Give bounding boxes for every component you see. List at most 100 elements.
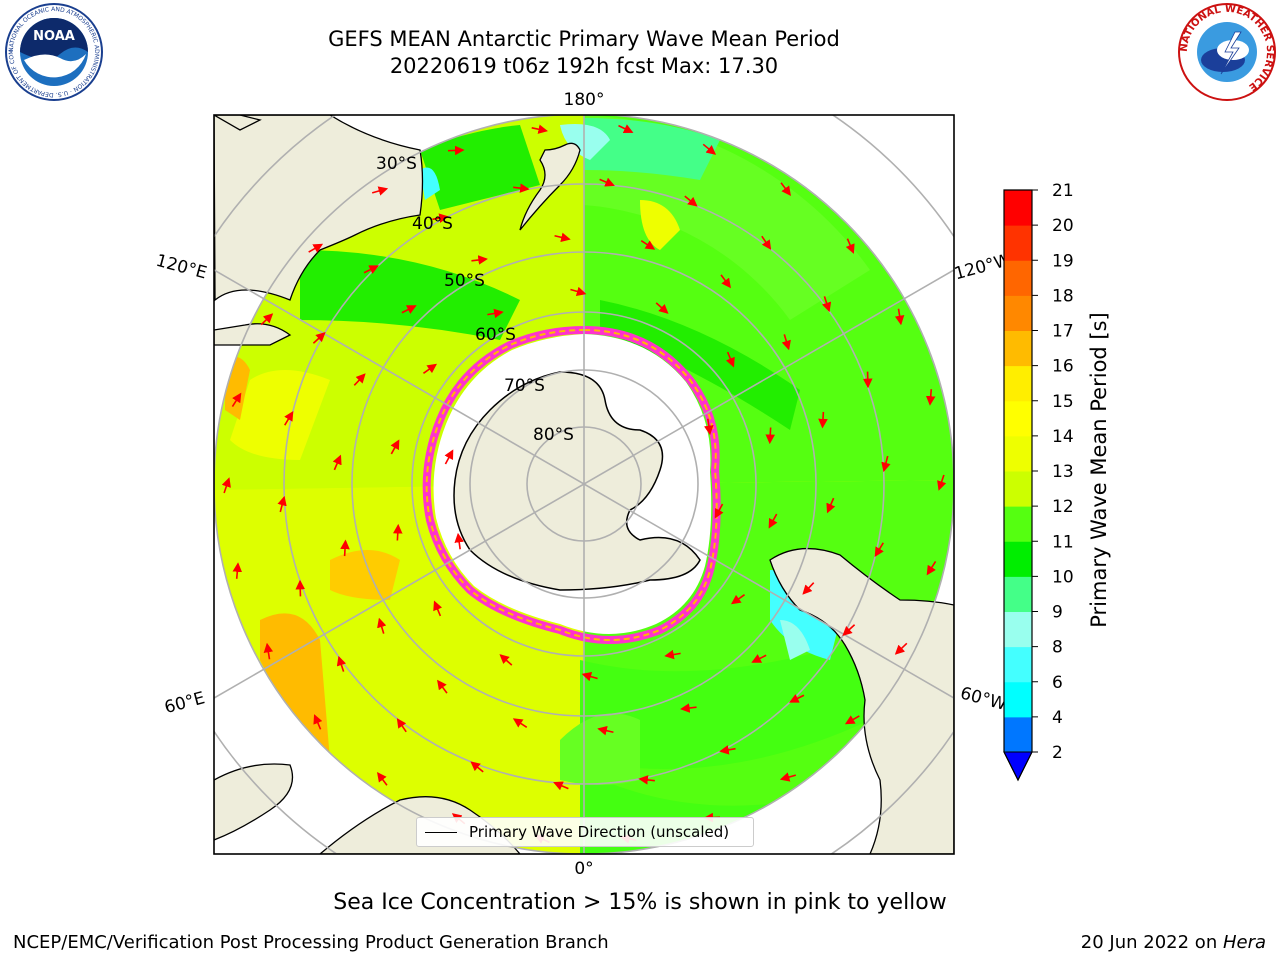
map-legend: Primary Wave Direction (unscaled)	[416, 817, 754, 847]
noaa-logo-text: NOAA	[33, 29, 75, 44]
map-frame	[213, 114, 955, 855]
wave-arrow	[702, 143, 717, 155]
colorbar-extend-triangle	[1003, 751, 1033, 782]
wave-arrow	[781, 334, 791, 351]
nws-logo: NATIONAL WEATHER SERVICE	[1178, 3, 1276, 101]
colorbar-tick-label: 18	[1052, 286, 1074, 306]
wave-arrow	[308, 243, 324, 253]
wave-arrow	[714, 503, 724, 519]
colorbar-tick-label: 16	[1052, 357, 1074, 377]
wave-arrow	[313, 714, 323, 730]
wave-arrow	[377, 617, 387, 634]
wave-arrow	[826, 497, 836, 514]
wave-arrow	[401, 305, 417, 314]
wave-arrow	[340, 539, 350, 557]
wave-arrow	[725, 351, 735, 368]
lon-label-60w: 60°W	[958, 683, 1009, 715]
colorbar-tick-label: 4	[1052, 708, 1063, 728]
plot-subtitle: 20220619 t06z 192h fcst Max: 17.30	[389, 54, 779, 78]
wave-arrow	[680, 703, 697, 713]
wave-arrow	[768, 513, 778, 529]
colorbar-tick-label: 15	[1052, 392, 1074, 412]
wave-arrow	[284, 410, 294, 426]
colorbar-segment	[1004, 365, 1032, 402]
colorbar-segment	[1004, 435, 1032, 472]
wave-arrow	[371, 186, 389, 196]
wave-arrow	[332, 454, 342, 471]
wave-arrow	[761, 235, 772, 250]
wave-arrow	[581, 671, 598, 682]
wave-arrow	[802, 582, 815, 595]
wave-arrow	[471, 255, 488, 265]
wave-arrow	[396, 718, 407, 733]
lon-label-0: 0°	[574, 859, 593, 879]
colorbar-tick-label: 21	[1052, 181, 1074, 201]
wave-arrow	[874, 542, 884, 558]
wave-arrow	[844, 715, 860, 725]
lat-label-40s: 40°S	[412, 214, 453, 234]
colorbar-segment	[1004, 646, 1032, 683]
graticule	[214, 115, 954, 854]
wave-arrow	[704, 418, 714, 436]
sea-ice-note: Sea Ice Concentration > 15% is shown in …	[333, 890, 947, 915]
wave-arrow	[599, 177, 615, 187]
wave-arrow	[513, 183, 530, 193]
wave-arrow	[454, 532, 464, 550]
wave-arrow	[470, 761, 484, 773]
colorbar-tick-label: 12	[1052, 497, 1074, 517]
colorbar-segment	[1004, 541, 1032, 577]
wave-arrow	[570, 286, 587, 297]
wave-arrow	[512, 718, 528, 729]
colorbar-label: Primary Wave Mean Period [s]	[1087, 312, 1111, 628]
wave-arrow	[432, 213, 449, 223]
wave-arrow	[531, 124, 548, 134]
footer-date: 20 Jun 2022 on Hera	[1081, 932, 1266, 953]
colorbar-segment	[1004, 471, 1032, 507]
wave-arrow	[553, 781, 569, 791]
wave-arrow	[447, 145, 465, 156]
wave-direction-arrows	[221, 124, 947, 844]
wave-arrow	[231, 392, 242, 408]
wave-arrow	[719, 745, 736, 755]
colorbar: 2 4 6 8 9 10 11 12 13 14 15 16 17 18 19 20 21	[1003, 181, 1074, 782]
lat-label-70s: 70°S	[504, 376, 545, 396]
latitude-labels: 30°S 40°S 50°S 60°S 70°S 80°S	[376, 154, 574, 445]
legend-line-swatch	[425, 831, 457, 833]
map-area	[214, 115, 954, 854]
colorbar-segment	[1004, 400, 1032, 437]
madagascar	[214, 763, 294, 841]
wave-arrow	[894, 308, 905, 326]
wave-arrow	[618, 124, 634, 134]
wave-arrow	[263, 642, 274, 660]
antarctica	[453, 371, 701, 591]
wave-arrow	[554, 232, 571, 243]
lon-label-120e: 120°E	[154, 251, 209, 284]
wave-arrow	[597, 725, 614, 736]
wave-arrow	[232, 562, 243, 579]
wave-arrow	[720, 274, 731, 289]
wave-arrow	[789, 694, 805, 703]
lon-label-60e: 60°E	[162, 688, 207, 718]
wave-arrow	[353, 373, 366, 386]
wave-arrow	[336, 655, 346, 672]
colorbar-tick-label: 19	[1052, 251, 1074, 271]
wave-arrow	[221, 477, 231, 494]
wave-arrow	[765, 427, 776, 445]
wave-arrow	[260, 313, 274, 326]
wave-arrow	[751, 654, 767, 663]
colorbar-tick-label: 11	[1052, 532, 1074, 552]
wave-arrow	[822, 296, 832, 313]
colorbar-segment	[1004, 681, 1032, 718]
wave-arrow	[392, 523, 403, 541]
colorbar-tick-label: 10	[1052, 567, 1074, 587]
wave-arrow	[433, 600, 443, 617]
wave-arrow	[487, 308, 504, 319]
wave-arrow	[937, 474, 947, 491]
wave-arrow	[684, 195, 698, 207]
colorbar-tick-label: 14	[1052, 427, 1074, 447]
wave-arrow	[842, 624, 856, 636]
wave-arrow	[437, 679, 448, 694]
australia	[214, 115, 424, 302]
wave-arrow	[390, 439, 400, 455]
